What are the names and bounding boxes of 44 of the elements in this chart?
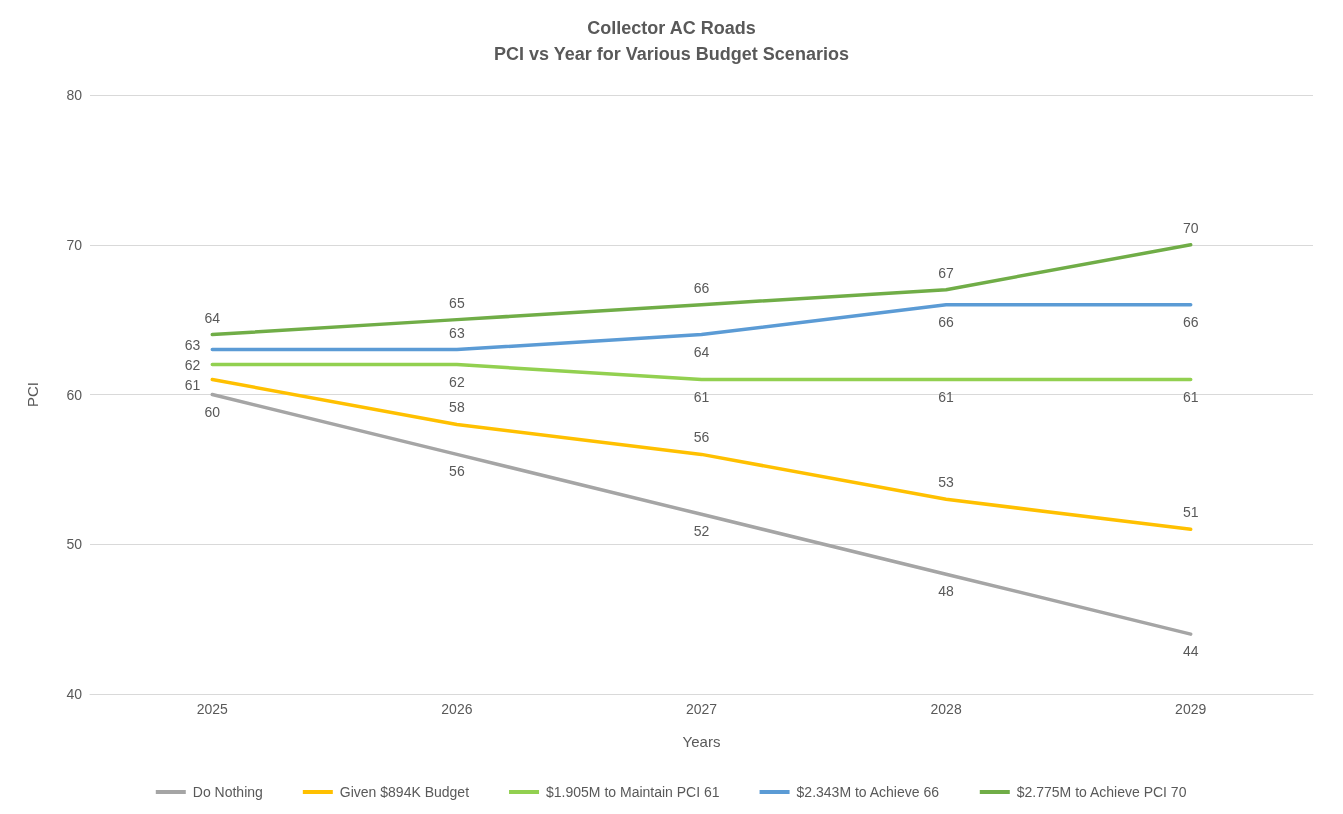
data-label: 61 xyxy=(184,376,201,393)
x-tick-label: 2026 xyxy=(441,701,473,717)
data-label: 67 xyxy=(938,264,955,281)
data-label: 64 xyxy=(693,343,710,360)
data-label: 48 xyxy=(938,583,955,600)
x-tick-label: 2025 xyxy=(196,701,229,717)
chart-title: Collector AC Roads xyxy=(587,18,756,38)
data-label: 61 xyxy=(1182,388,1199,405)
legend-label: Given $894K Budget xyxy=(339,784,470,800)
chart-subtitle: PCI vs Year for Various Budget Scenarios xyxy=(494,44,849,64)
legend-label: $1.905M to Maintain PCI 61 xyxy=(546,784,720,800)
data-label: 65 xyxy=(449,294,465,311)
data-label: 63 xyxy=(449,324,465,341)
x-tick-label: 2028 xyxy=(930,701,962,717)
y-tick-label: 50 xyxy=(66,536,83,553)
data-label: 53 xyxy=(938,474,955,491)
y-axis-title: PCI xyxy=(24,381,41,408)
data-label: 52 xyxy=(693,523,710,540)
data-label: 64 xyxy=(204,309,221,326)
data-label: 56 xyxy=(693,429,710,446)
data-label: 56 xyxy=(449,463,465,480)
data-label: 66 xyxy=(1182,313,1199,330)
data-label: 66 xyxy=(938,313,955,330)
data-label: 63 xyxy=(184,336,201,353)
x-tick-label: 2029 xyxy=(1175,701,1207,717)
data-label: 61 xyxy=(693,388,710,405)
legend-label: $2.775M to Achieve PCI 70 xyxy=(1016,784,1187,800)
y-tick-label: 80 xyxy=(66,87,83,103)
data-label: 61 xyxy=(938,388,955,405)
data-label: 70 xyxy=(1182,219,1199,236)
data-label: 62 xyxy=(449,373,465,390)
data-label: 66 xyxy=(693,279,710,296)
data-label: 51 xyxy=(1182,504,1199,521)
y-tick-label: 70 xyxy=(66,236,83,253)
data-label: 58 xyxy=(449,399,465,416)
y-tick-label: 60 xyxy=(66,386,83,403)
legend-label: Do Nothing xyxy=(192,784,263,800)
data-label: 62 xyxy=(184,356,201,373)
y-tick-label: 40 xyxy=(66,686,83,702)
data-label: 60 xyxy=(204,403,221,420)
data-label: 44 xyxy=(1182,643,1199,660)
x-tick-label: 2027 xyxy=(685,701,718,717)
x-axis-title: Years xyxy=(682,733,721,750)
legend-label: $2.343M to Achieve 66 xyxy=(796,784,940,800)
